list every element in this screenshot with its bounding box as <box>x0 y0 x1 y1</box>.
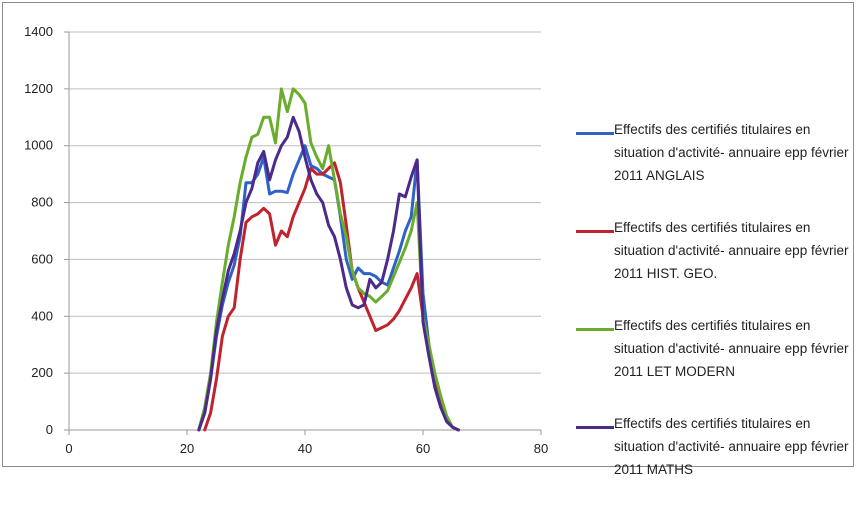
legend-item: Effectifs des certifiés titulaires en si… <box>576 216 852 314</box>
y-tick-label: 200 <box>31 365 53 380</box>
x-tick-label: 60 <box>416 441 430 456</box>
legend-label: Effectifs des certifiés titulaires en si… <box>614 318 849 379</box>
axes <box>64 31 542 435</box>
line-chart: 0 200 400 600 800 1000 1200 1400 0 20 40 60 80 <box>24 24 548 456</box>
tick-labels: 0 200 400 600 800 1000 1200 1400 0 20 40 60 80 <box>24 24 548 456</box>
legend-item: Effectifs des certifiés titulaires en si… <box>576 314 852 412</box>
y-tick-label: 1400 <box>24 24 53 39</box>
gridlines <box>69 31 541 374</box>
legend-label: Effectifs des certifiés titulaires en si… <box>614 220 849 281</box>
series-line-4 <box>197 115 460 432</box>
legend-swatch <box>576 230 614 233</box>
y-tick-label: 400 <box>31 308 53 323</box>
legend-swatch <box>576 328 614 331</box>
y-tick-label: 800 <box>31 195 53 210</box>
y-tick-label: 0 <box>46 422 53 437</box>
legend-label: Effectifs des certifiés titulaires en si… <box>614 122 849 183</box>
y-tick-label: 1200 <box>24 81 53 96</box>
legend-swatch <box>576 132 614 135</box>
legend: Effectifs des certifiés titulaires en si… <box>576 118 852 510</box>
y-tick-label: 600 <box>31 251 53 266</box>
x-tick-label: 20 <box>180 441 194 456</box>
series-line-3 <box>197 87 460 432</box>
x-tick-label: 80 <box>534 441 548 456</box>
series-lines <box>197 87 460 432</box>
legend-item: Effectifs des certifiés titulaires en si… <box>576 412 852 510</box>
chart-frame <box>2 2 854 467</box>
legend-item: Effectifs des certifiés titulaires en si… <box>576 118 852 216</box>
legend-swatch <box>576 426 614 429</box>
x-tick-label: 40 <box>298 441 312 456</box>
y-tick-label: 1000 <box>24 138 53 153</box>
x-tick-label: 0 <box>65 441 72 456</box>
